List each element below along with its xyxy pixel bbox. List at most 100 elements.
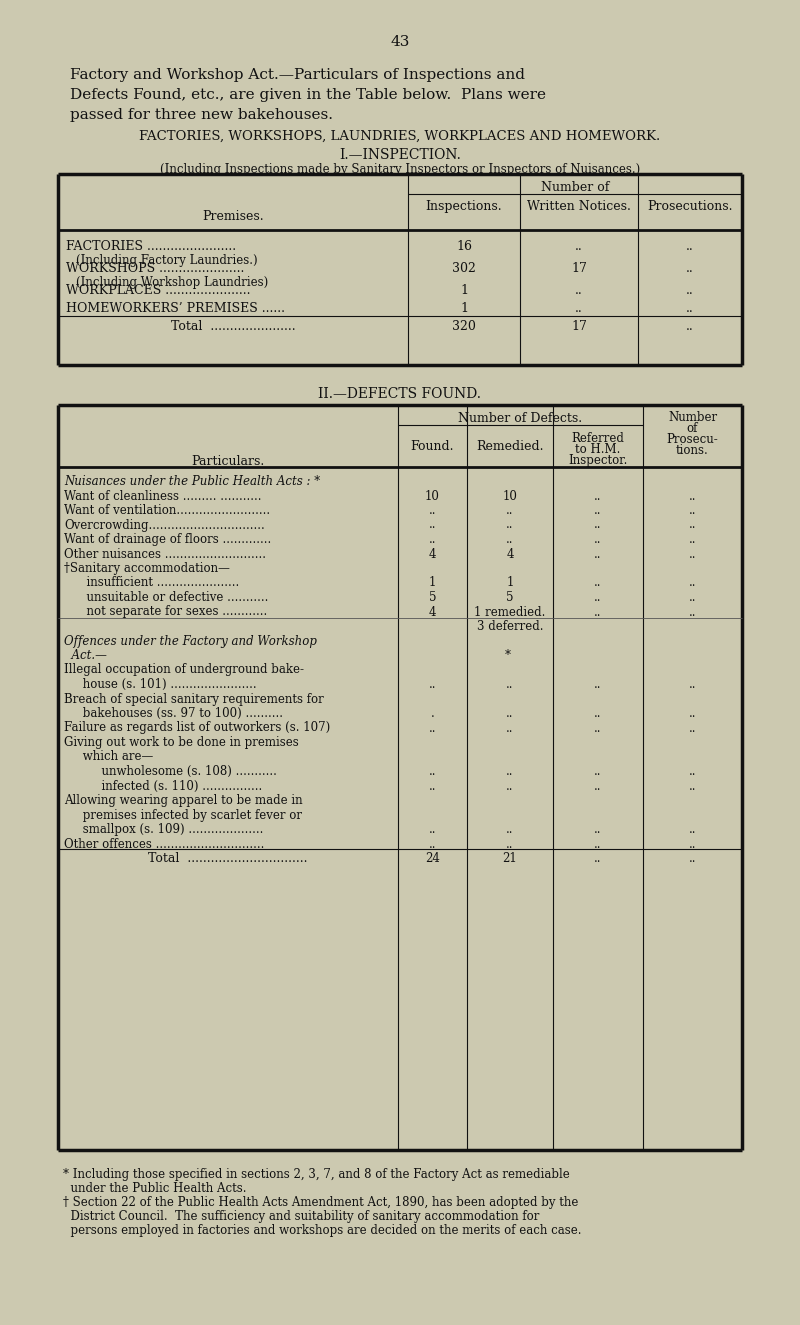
Text: 1: 1 [460, 284, 468, 297]
Text: ..: .. [575, 240, 583, 253]
Text: Defects Found, etc., are given in the Table below.  Plans were: Defects Found, etc., are given in the Ta… [70, 87, 546, 102]
Text: ..: .. [594, 678, 602, 692]
Text: ..: .. [689, 678, 696, 692]
Text: ..: .. [594, 504, 602, 517]
Text: ..: .. [689, 518, 696, 531]
Text: ..: .. [575, 302, 583, 315]
Text: ..: .. [429, 722, 436, 734]
Text: smallpox (s. 109) ....................: smallpox (s. 109) .................... [64, 823, 263, 836]
Text: ..: .. [689, 591, 696, 604]
Text: not separate for sexes ............: not separate for sexes ............ [64, 606, 267, 619]
Text: ..: .. [689, 852, 696, 865]
Text: ..: .. [506, 518, 514, 531]
Text: .: . [430, 708, 434, 719]
Text: (Including Inspections made by Sanitary Inspectors or Inspectors of Nuisances.): (Including Inspections made by Sanitary … [160, 163, 640, 176]
Text: 4: 4 [506, 547, 514, 560]
Text: ..: .. [429, 518, 436, 531]
Text: 1: 1 [460, 302, 468, 315]
Text: bakehouses (ss. 97 to 100) ..........: bakehouses (ss. 97 to 100) .......... [64, 708, 283, 719]
Text: 17: 17 [571, 262, 587, 276]
Text: ..: .. [506, 678, 514, 692]
Text: ..: .. [686, 240, 694, 253]
Text: Inspector.: Inspector. [568, 454, 628, 466]
Text: Referred: Referred [571, 432, 625, 445]
Text: Prosecutions.: Prosecutions. [647, 200, 733, 213]
Text: ..: .. [689, 823, 696, 836]
Text: Offences under the Factory and Workshop: Offences under the Factory and Workshop [64, 635, 317, 648]
Text: ..: .. [594, 708, 602, 719]
Text: 43: 43 [390, 34, 410, 49]
Text: 5: 5 [429, 591, 436, 604]
Text: Remedied.: Remedied. [476, 440, 544, 453]
Text: WORKSHOPS ......................: WORKSHOPS ...................... [66, 262, 244, 276]
Text: 1: 1 [506, 576, 514, 590]
Text: FACTORIES, WORKSHOPS, LAUNDRIES, WORKPLACES AND HOMEWORK.: FACTORIES, WORKSHOPS, LAUNDRIES, WORKPLA… [139, 130, 661, 143]
Text: to H.M.: to H.M. [575, 443, 621, 456]
Text: Inspections.: Inspections. [426, 200, 502, 213]
Text: Particulars.: Particulars. [191, 454, 265, 468]
Text: Act.—: Act.— [64, 649, 107, 662]
Text: ..: .. [689, 837, 696, 851]
Text: unsuitable or defective ...........: unsuitable or defective ........... [64, 591, 268, 604]
Text: ..: .. [594, 591, 602, 604]
Text: ..: .. [689, 779, 696, 792]
Text: 10: 10 [425, 489, 440, 502]
Text: under the Public Health Acts.: under the Public Health Acts. [63, 1182, 246, 1195]
Text: Allowing wearing apparel to be made in: Allowing wearing apparel to be made in [64, 794, 302, 807]
Text: ..: .. [686, 302, 694, 315]
Text: insufficient ......................: insufficient ...................... [64, 576, 239, 590]
Text: Want of cleanliness ......... ...........: Want of cleanliness ......... ..........… [64, 489, 262, 502]
Text: Other nuisances ...........................: Other nuisances ........................… [64, 547, 266, 560]
Text: Giving out work to be done in premises: Giving out work to be done in premises [64, 735, 298, 749]
Text: 24: 24 [425, 852, 440, 865]
Text: ..: .. [594, 852, 602, 865]
Text: * Including those specified in sections 2, 3, 7, and 8 of the Factory Act as rem: * Including those specified in sections … [63, 1169, 570, 1181]
Text: Failure as regards list of outworkers (s. 107): Failure as regards list of outworkers (s… [64, 722, 330, 734]
Text: 320: 320 [452, 321, 476, 333]
Text: FACTORIES .......................: FACTORIES ....................... [66, 240, 236, 253]
Text: Other offences .............................: Other offences .........................… [64, 837, 264, 851]
Text: unwholesome (s. 108) ...........: unwholesome (s. 108) ........... [64, 765, 277, 778]
Text: 10: 10 [502, 489, 518, 502]
Text: 1 remedied.: 1 remedied. [474, 606, 546, 619]
Text: ..: .. [689, 504, 696, 517]
Text: Illegal occupation of underground bake-: Illegal occupation of underground bake- [64, 664, 304, 677]
Text: ..: .. [429, 533, 436, 546]
Text: ..: .. [429, 837, 436, 851]
Text: Prosecu-: Prosecu- [666, 433, 718, 447]
Text: ..: .. [594, 606, 602, 619]
Text: ..: .. [594, 823, 602, 836]
Text: 4: 4 [429, 606, 436, 619]
Text: ..: .. [506, 533, 514, 546]
Text: ..: .. [429, 823, 436, 836]
Text: 21: 21 [502, 852, 518, 865]
Text: Number: Number [668, 411, 717, 424]
Text: ..: .. [506, 504, 514, 517]
Text: ..: .. [689, 606, 696, 619]
Text: 4: 4 [429, 547, 436, 560]
Text: ..: .. [429, 678, 436, 692]
Text: Overcrowding...............................: Overcrowding............................… [64, 518, 265, 531]
Text: Factory and Workshop Act.—Particulars of Inspections and: Factory and Workshop Act.—Particulars of… [70, 68, 525, 82]
Text: 5: 5 [506, 591, 514, 604]
Text: which are—: which are— [64, 750, 154, 763]
Text: I.—INSPECTION.: I.—INSPECTION. [339, 148, 461, 162]
Text: ..: .. [594, 765, 602, 778]
Text: † Section 22 of the Public Health Acts Amendment Act, 1890, has been adopted by : † Section 22 of the Public Health Acts A… [63, 1196, 578, 1208]
Text: ..: .. [594, 837, 602, 851]
Text: house (s. 101) .......................: house (s. 101) ....................... [64, 678, 257, 692]
Text: ..: .. [689, 708, 696, 719]
Text: Number of: Number of [541, 182, 609, 193]
Text: ..: .. [686, 262, 694, 276]
Text: 16: 16 [456, 240, 472, 253]
Text: ..: .. [689, 489, 696, 502]
Text: ..: .. [594, 518, 602, 531]
Text: Want of ventilation.........................: Want of ventilation.....................… [64, 504, 270, 517]
Text: ..: .. [594, 779, 602, 792]
Text: ..: .. [689, 722, 696, 734]
Text: HOMEWORKERS’ PREMISES ......: HOMEWORKERS’ PREMISES ...... [66, 302, 285, 315]
Text: ..: .. [506, 779, 514, 792]
Text: 1: 1 [429, 576, 436, 590]
Text: Number of Defects.: Number of Defects. [458, 412, 582, 425]
Text: ..: .. [506, 837, 514, 851]
